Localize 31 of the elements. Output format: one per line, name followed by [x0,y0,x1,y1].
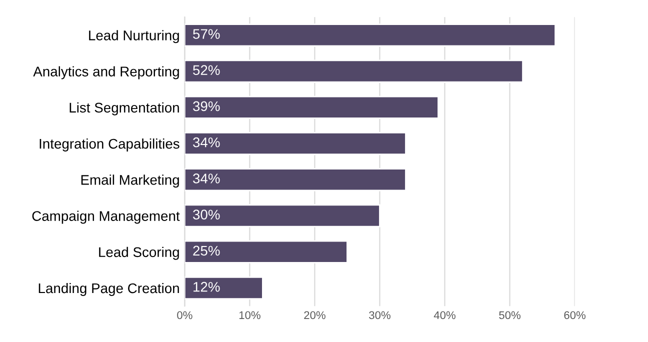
bar [184,96,439,119]
x-tick-label: 10% [239,311,260,320]
y-tick-label: Email Marketing [81,174,179,188]
data-label: 34% [193,174,220,184]
x-tick-label: 60% [564,311,586,320]
data-label: 57% [193,29,220,39]
y-tick-label: List Segmentation [70,102,179,116]
y-tick-label: Lead Nurturing [89,30,179,44]
bar [184,24,556,47]
data-label: 30% [193,210,220,220]
x-tick-label: 0% [177,311,192,320]
bar [184,168,406,192]
x-tick-label: 30% [369,311,390,320]
data-label: 12% [194,282,220,292]
x-tick-label: 20% [304,311,326,320]
bar [184,204,380,228]
data-label: 52% [193,65,220,76]
bar [184,60,524,83]
y-tick-label: Campaign Management [32,210,180,224]
bar [184,132,406,156]
bar [184,240,348,264]
data-label: 34% [193,137,220,148]
y-tick-label: Integration Capabilities [40,138,180,152]
y-tick-label: Analytics and Reporting [33,66,179,80]
bar [184,276,264,300]
y-tick-label: Lead Scoring [99,246,179,260]
data-label: 39% [193,101,220,112]
x-tick-label: 50% [499,311,520,320]
data-label: 25% [193,246,220,256]
x-tick-label: 40% [434,311,456,320]
y-tick-label: Landing Page Creation [38,282,179,296]
